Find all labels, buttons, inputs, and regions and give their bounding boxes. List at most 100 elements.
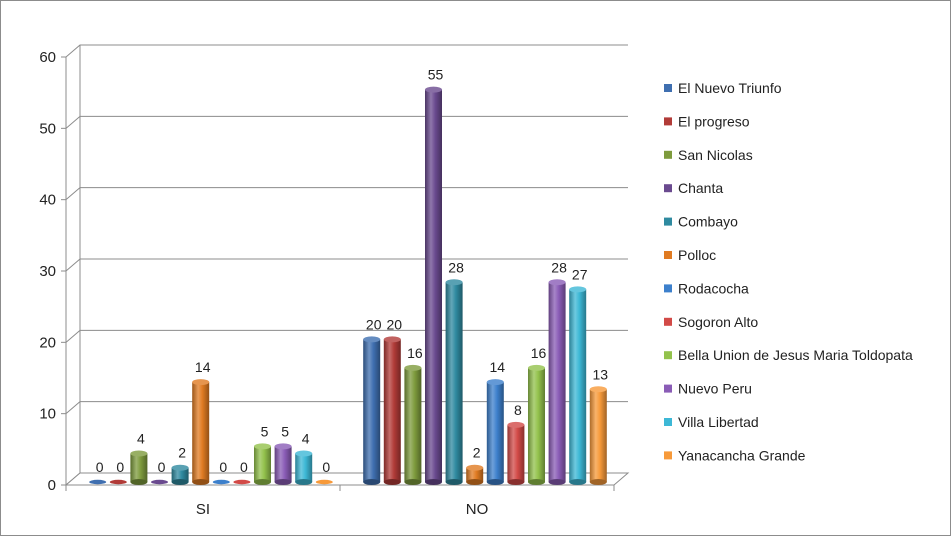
bar-top [274, 443, 292, 450]
bar [569, 286, 587, 485]
bar-top [528, 364, 545, 371]
legend-label: Combayo [678, 214, 738, 230]
bar [548, 279, 566, 485]
bar-body [383, 339, 401, 482]
bar-top [363, 336, 381, 343]
legend-swatch [664, 351, 672, 360]
legend-label: San Nicolas [678, 147, 753, 163]
data-label: 5 [261, 423, 269, 439]
legend-label: Yanacancha Grande [678, 447, 806, 463]
bar-body [295, 453, 313, 482]
data-label: 16 [407, 345, 423, 361]
bar-base [569, 479, 587, 485]
bar-top [569, 286, 587, 293]
data-label: 14 [195, 359, 211, 375]
bar-top [404, 364, 422, 371]
legend-swatch [664, 117, 672, 126]
legend-swatch [664, 84, 672, 92]
bar-body [507, 424, 525, 482]
data-label: 28 [551, 259, 567, 275]
bar-top [383, 336, 401, 343]
bar-zero [109, 479, 127, 485]
bar-top [171, 464, 189, 471]
legend-label: Nuevo Peru [678, 381, 752, 397]
bar-top [192, 379, 210, 386]
bar-body [445, 282, 463, 482]
legend-swatch [664, 284, 672, 293]
data-label: 27 [572, 266, 588, 282]
legend-swatch [664, 150, 672, 159]
bar-body [425, 89, 442, 483]
bar-body [548, 282, 566, 482]
data-label: 4 [302, 430, 310, 446]
bar [171, 464, 189, 485]
bar-base [383, 479, 401, 485]
bar-body [569, 289, 587, 482]
legend-swatch [664, 217, 672, 226]
bar-top [295, 450, 313, 457]
bar [130, 450, 148, 485]
data-label: 0 [96, 459, 104, 475]
legend-swatch [664, 251, 672, 259]
legend-label: El Nuevo Triunfo [678, 80, 782, 96]
legend: El Nuevo Triunfo El progreso San Nicolas Ch… [664, 80, 913, 463]
y-tick-label: 50 [39, 120, 56, 137]
legend-swatch [664, 384, 672, 393]
bar-base [548, 479, 566, 485]
data-label: 20 [387, 316, 403, 332]
bar [109, 479, 127, 485]
bar-body [404, 367, 422, 482]
x-tick-label: NO [466, 501, 489, 518]
y-tick-label: 10 [39, 406, 56, 423]
bar-base [507, 479, 525, 485]
legend-label: Chanta [678, 180, 723, 196]
data-label: 55 [428, 67, 444, 83]
bar [528, 364, 545, 485]
bar-top [130, 450, 148, 457]
data-label: 5 [281, 423, 289, 439]
bar-base [486, 479, 504, 485]
bar-base [466, 479, 484, 485]
legend-label: Sogoron Alto [678, 314, 758, 330]
bar [445, 279, 463, 485]
bar [274, 443, 292, 485]
legend-swatch [664, 184, 672, 193]
bar-zero [212, 479, 230, 485]
data-label: 28 [448, 259, 464, 275]
bar-top [254, 443, 271, 450]
y-tick-label: 40 [39, 192, 56, 209]
bar [404, 364, 422, 485]
bar [507, 421, 525, 485]
data-label: 0 [116, 459, 124, 475]
legend-label: Bella Union de Jesus Maria Toldopata [678, 347, 913, 363]
y-tick-label: 0 [48, 477, 56, 494]
bar-body [171, 467, 189, 482]
bar-zero [151, 479, 168, 485]
data-label: 16 [531, 345, 547, 361]
bar [254, 443, 271, 485]
bar [363, 336, 381, 485]
bar-top [589, 386, 607, 393]
bar-top [466, 464, 484, 471]
bar-base [404, 479, 422, 485]
bars [89, 86, 607, 485]
bar-body [274, 446, 292, 482]
y-tick-label: 60 [39, 49, 56, 66]
data-label: 0 [240, 459, 248, 475]
bar [466, 464, 484, 485]
bar-top [507, 421, 525, 428]
bar-zero [233, 479, 251, 485]
gridline [65, 258, 628, 272]
data-label: 4 [137, 430, 145, 446]
bar [589, 386, 607, 485]
data-label: 8 [514, 402, 522, 418]
bar-body [589, 389, 607, 482]
bar [295, 450, 313, 485]
bar-base [254, 479, 271, 485]
data-label: 0 [219, 459, 227, 475]
bar [315, 479, 333, 485]
bar-zero [89, 479, 107, 485]
bar [425, 86, 442, 485]
bar-body [254, 446, 271, 482]
